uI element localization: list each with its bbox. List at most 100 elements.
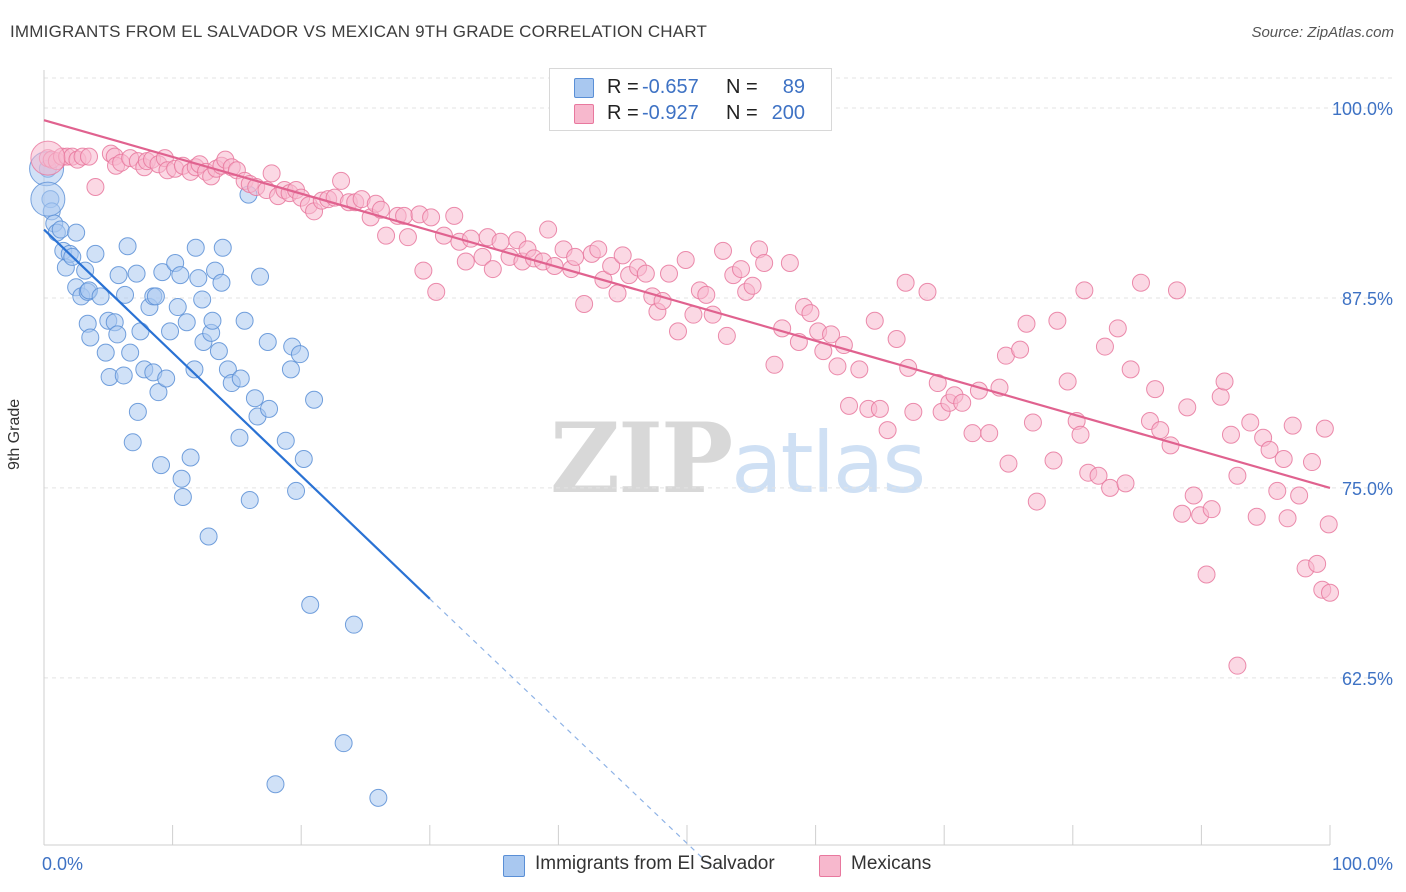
- data-point-mexican: [1108, 319, 1127, 338]
- data-point-mexican: [1321, 583, 1339, 602]
- data-point-mexican: [575, 295, 594, 314]
- data-point-mexican: [1151, 421, 1170, 440]
- data-point-mexican: [1173, 504, 1192, 523]
- data-point-mexican: [1278, 509, 1297, 528]
- data-point-mexican: [801, 304, 820, 323]
- data-point-el-salvador: [290, 345, 309, 364]
- data-point-el-salvador: [161, 322, 180, 341]
- data-point-el-salvador: [276, 431, 295, 450]
- data-point-el-salvador: [213, 238, 232, 257]
- data-point-mexican: [828, 357, 847, 376]
- data-point-mexican: [1319, 515, 1338, 534]
- data-point-mexican: [483, 260, 502, 279]
- data-point-mexican: [953, 393, 972, 412]
- data-point-mexican: [566, 247, 585, 266]
- data-point-mexican: [896, 273, 915, 292]
- y-tick-label: 100.0%: [1332, 99, 1393, 119]
- data-point-mexican: [755, 253, 774, 272]
- legend-r-label: R =: [607, 102, 639, 124]
- data-point-mexican: [1089, 466, 1108, 485]
- data-point-mexican: [262, 164, 281, 183]
- data-point-mexican: [1247, 507, 1266, 526]
- data-point-mexican: [1268, 481, 1287, 500]
- source-label[interactable]: Source: ZipAtlas.com: [1251, 24, 1394, 41]
- data-point-mexican: [918, 282, 937, 301]
- data-point-el-salvador: [152, 456, 171, 475]
- series-legend: Immigrants from El Salvador Mexicans: [0, 850, 1406, 880]
- legend-r-value: -0.927: [642, 102, 699, 124]
- data-point-mexican: [1131, 273, 1150, 292]
- data-point-el-salvador: [123, 433, 142, 452]
- data-point-el-salvador: [294, 450, 313, 469]
- data-point-el-salvador: [344, 615, 363, 634]
- data-point-mexican: [878, 421, 897, 440]
- data-point-mexican: [1011, 340, 1030, 359]
- data-point-mexican: [1308, 554, 1327, 573]
- data-point-mexican: [743, 276, 762, 295]
- data-point-el-salvador: [230, 428, 249, 447]
- data-point-mexican: [1048, 311, 1067, 330]
- data-point-el-salvador: [51, 220, 70, 239]
- trend-line-mexicans: [43, 119, 1331, 489]
- data-point-mexican: [589, 240, 608, 259]
- data-point-mexican: [865, 311, 884, 330]
- data-point-mexican: [445, 206, 464, 225]
- data-point-el-salvador: [189, 269, 208, 288]
- data-point-mexican: [414, 261, 433, 280]
- data-point-mexican: [1215, 372, 1234, 391]
- data-point-mexican: [1178, 398, 1197, 417]
- data-point-el-salvador: [173, 488, 192, 507]
- trend-line-el-salvador-extension: [429, 598, 714, 869]
- data-point-mexican: [659, 264, 678, 283]
- data-point-el-salvador-large: [30, 181, 66, 217]
- data-point-mexican: [980, 424, 999, 443]
- data-point-mexican: [602, 257, 621, 276]
- data-point-mexican: [1197, 565, 1216, 584]
- data-point-mexican: [1315, 419, 1334, 438]
- data-point-el-salvador: [231, 369, 250, 388]
- data-point-mexican: [1260, 440, 1279, 459]
- data-point-el-salvador: [245, 389, 264, 408]
- data-point-mexican: [456, 252, 475, 271]
- data-point-mexican: [780, 253, 799, 272]
- data-point-el-salvador: [131, 322, 150, 341]
- data-point-mexican: [427, 282, 446, 301]
- data-point-el-salvador: [301, 595, 320, 614]
- legend-swatch-blue: [503, 855, 525, 877]
- data-point-mexican: [1221, 425, 1240, 444]
- data-point-el-salvador: [146, 287, 165, 306]
- data-point-el-salvador: [203, 311, 222, 330]
- data-point-mexican: [1211, 387, 1230, 406]
- data-point-el-salvador: [212, 273, 231, 292]
- data-point-el-salvador: [177, 313, 196, 332]
- data-point-mexican: [1302, 453, 1321, 472]
- data-point-mexican: [1161, 436, 1180, 455]
- data-point-mexican: [422, 208, 441, 227]
- y-tick-label: 87.5%: [1342, 289, 1393, 309]
- data-point-mexican: [608, 284, 627, 303]
- data-point-mexican: [613, 246, 632, 265]
- data-point-el-salvador: [118, 237, 137, 256]
- watermark-zip: ZIP: [550, 402, 733, 515]
- data-point-el-salvador: [305, 390, 324, 409]
- data-point-mexican: [1058, 372, 1077, 391]
- data-point-mexican: [999, 454, 1018, 473]
- data-point-mexican: [1283, 416, 1302, 435]
- data-point-mexican: [870, 399, 889, 418]
- axes: [43, 70, 1331, 846]
- series-el-salvador-points: [29, 151, 388, 807]
- y-tick-label: 62.5%: [1342, 669, 1393, 689]
- data-point-mexican-large: [30, 140, 66, 176]
- data-point-mexican: [717, 326, 736, 345]
- data-point-mexican: [332, 171, 351, 190]
- data-point-mexican: [714, 241, 733, 260]
- data-point-el-salvador: [193, 290, 212, 309]
- legend-row-el-salvador: R = -0.657 N = 89: [550, 74, 831, 100]
- data-point-mexican: [377, 226, 396, 245]
- legend-r-label: R =: [607, 76, 639, 98]
- y-axis-label: 9th Grade: [6, 398, 23, 470]
- y-tick-label: 75.0%: [1342, 479, 1393, 499]
- legend-n-value: 200: [771, 102, 805, 124]
- data-point-mexican: [765, 355, 784, 374]
- data-point-el-salvador: [266, 775, 285, 794]
